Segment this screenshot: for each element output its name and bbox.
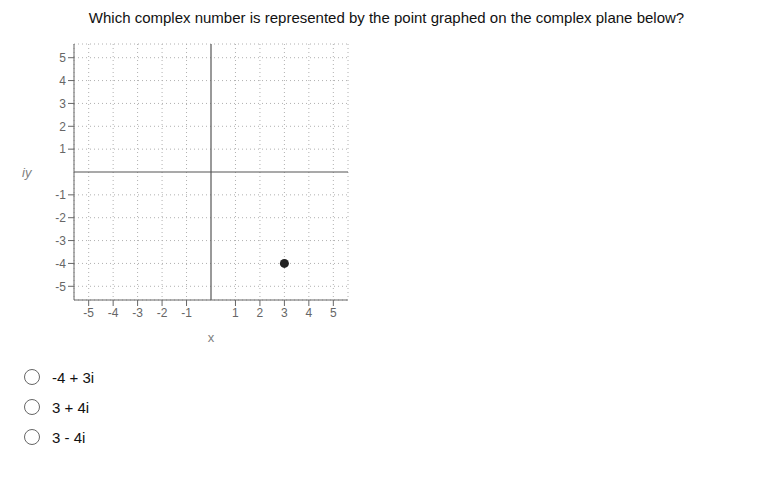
- svg-text:iy: iy: [22, 165, 33, 180]
- svg-text:1: 1: [232, 306, 239, 320]
- svg-text:3: 3: [281, 306, 288, 320]
- svg-text:4: 4: [59, 74, 66, 88]
- svg-text:-1: -1: [55, 188, 66, 202]
- svg-text:-4: -4: [55, 257, 66, 271]
- svg-text:-5: -5: [83, 306, 94, 320]
- html-text:-4 + 3i: -4 + 3i: [52, 368, 95, 386]
- svg-text:-2: -2: [55, 211, 66, 225]
- svg-text:-3: -3: [55, 234, 66, 248]
- svg-text:2: 2: [257, 306, 264, 320]
- svg-text:2: 2: [59, 120, 66, 134]
- svg-text:3: 3: [59, 97, 66, 111]
- svg-text:x: x: [208, 330, 215, 345]
- html-text:3 - 4i: 3 - 4i: [52, 428, 86, 446]
- svg-text:-2: -2: [157, 306, 168, 320]
- svg-text:5: 5: [330, 306, 337, 320]
- svg-text:-3: -3: [132, 306, 143, 320]
- svg-text:-5: -5: [55, 280, 66, 294]
- svg-text:5: 5: [59, 51, 66, 65]
- svg-text:1: 1: [59, 142, 66, 156]
- svg-text:-4: -4: [108, 306, 119, 320]
- svg-text:4: 4: [306, 306, 313, 320]
- html-text:Which complex number is repres: Which complex number is represented by t…: [88, 9, 685, 26]
- html-text:3 + 4i: 3 + 4i: [52, 398, 90, 416]
- svg-text:-1: -1: [181, 306, 192, 320]
